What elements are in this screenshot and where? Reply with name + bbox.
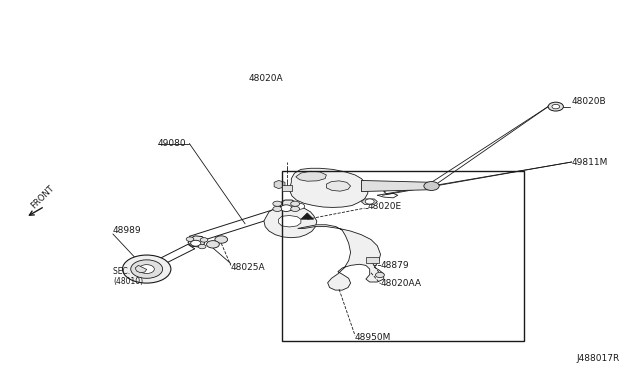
Polygon shape: [278, 215, 301, 227]
Polygon shape: [362, 180, 431, 192]
Circle shape: [273, 201, 282, 206]
Circle shape: [191, 240, 201, 246]
Circle shape: [294, 203, 305, 209]
Polygon shape: [274, 180, 285, 189]
Circle shape: [186, 237, 194, 241]
Text: 48020B: 48020B: [572, 97, 606, 106]
Polygon shape: [264, 206, 317, 238]
Circle shape: [207, 241, 220, 248]
Text: 48950M: 48950M: [355, 333, 392, 342]
Polygon shape: [301, 213, 314, 219]
Text: FRONT: FRONT: [29, 184, 56, 211]
Circle shape: [200, 238, 208, 242]
Circle shape: [376, 272, 385, 278]
Circle shape: [365, 199, 374, 204]
Circle shape: [291, 206, 300, 211]
Polygon shape: [326, 181, 351, 191]
Circle shape: [215, 236, 228, 243]
Circle shape: [552, 105, 559, 109]
Text: 49080: 49080: [157, 139, 186, 148]
Polygon shape: [135, 265, 147, 273]
Circle shape: [424, 182, 439, 190]
Text: 49811M: 49811M: [572, 157, 608, 167]
Polygon shape: [298, 225, 384, 290]
Text: J488017R: J488017R: [576, 354, 620, 363]
Circle shape: [548, 102, 563, 111]
Circle shape: [122, 255, 171, 283]
Circle shape: [139, 264, 154, 273]
Polygon shape: [282, 185, 292, 191]
Polygon shape: [188, 236, 205, 247]
Polygon shape: [290, 168, 368, 208]
Polygon shape: [362, 199, 378, 205]
Text: SEC. 480
(48010): SEC. 480 (48010): [113, 267, 147, 286]
Text: 48025A: 48025A: [231, 263, 266, 272]
Text: 48020A: 48020A: [248, 74, 283, 83]
Text: 48989: 48989: [113, 226, 141, 235]
Text: 48020E: 48020E: [368, 202, 402, 211]
Circle shape: [198, 244, 206, 249]
Text: 48020AA: 48020AA: [381, 279, 422, 288]
Circle shape: [291, 201, 300, 206]
Bar: [282, 171, 524, 341]
Circle shape: [280, 205, 292, 211]
Circle shape: [273, 206, 282, 211]
Polygon shape: [280, 200, 296, 210]
Polygon shape: [296, 171, 326, 181]
Polygon shape: [366, 257, 379, 263]
Circle shape: [131, 260, 163, 278]
Text: 48879: 48879: [381, 261, 409, 270]
